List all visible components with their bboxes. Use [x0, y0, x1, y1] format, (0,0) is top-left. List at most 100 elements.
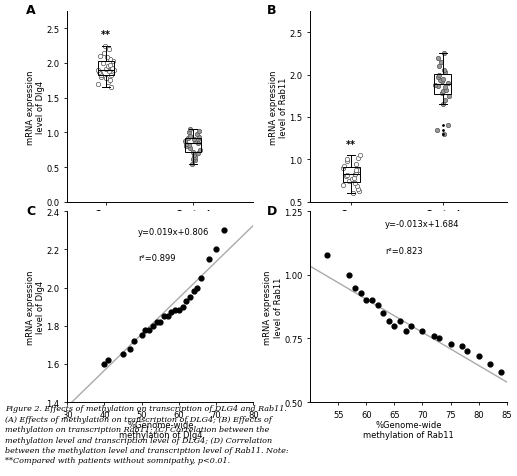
Point [191, 138, 199, 145]
Point [104, 79, 113, 87]
Point [189, 149, 197, 156]
Point [105, 46, 113, 54]
Point [191, 157, 199, 165]
Point [186, 294, 194, 301]
Point [433, 127, 441, 134]
Point [439, 131, 448, 139]
Point [153, 318, 161, 326]
Point [402, 327, 410, 335]
Text: y=-0.013x+1.684: y=-0.013x+1.684 [385, 219, 460, 228]
Point [345, 271, 354, 279]
Point [190, 151, 199, 159]
Point [94, 81, 102, 89]
Point [407, 322, 415, 330]
Point [357, 289, 365, 297]
Point [212, 246, 220, 254]
Point [106, 62, 114, 69]
Point [351, 180, 359, 188]
Point [194, 136, 202, 144]
Point [186, 126, 194, 133]
Point [343, 156, 351, 164]
Point [178, 303, 187, 311]
Point [168, 309, 176, 317]
Point [190, 288, 198, 296]
Point [444, 122, 452, 130]
Point [430, 332, 438, 340]
Point [126, 345, 134, 353]
Point [97, 72, 105, 80]
Point [185, 129, 193, 137]
Point [97, 74, 105, 81]
Point [368, 297, 376, 305]
Point [193, 284, 202, 292]
Point [444, 80, 452, 88]
Point [219, 227, 227, 235]
Point [145, 326, 153, 334]
Text: y=0.019x+0.806: y=0.019x+0.806 [138, 227, 209, 236]
Point [149, 322, 157, 330]
Point [160, 313, 168, 320]
Point [186, 145, 194, 152]
Point [102, 75, 110, 83]
Point [194, 150, 202, 158]
Point [195, 147, 204, 154]
Point [189, 136, 197, 144]
Point [418, 327, 427, 335]
Point [102, 66, 111, 73]
Point [440, 50, 448, 58]
Point [435, 78, 444, 85]
Point [106, 57, 114, 64]
Point [354, 167, 362, 175]
Point [182, 298, 190, 305]
Point [441, 97, 449, 105]
Point [188, 160, 196, 168]
Point [445, 93, 453, 100]
Point [108, 65, 116, 72]
Point [175, 307, 183, 315]
Point [103, 54, 111, 62]
Point [138, 332, 146, 339]
Point [96, 53, 104, 61]
Point [194, 139, 203, 147]
Point [342, 158, 351, 166]
Point [101, 43, 109, 50]
Point [435, 71, 444, 79]
Point [94, 67, 102, 75]
Point [379, 309, 387, 317]
Point [354, 155, 362, 162]
Point [339, 165, 347, 172]
Point [107, 77, 115, 85]
Point [352, 160, 360, 168]
Point [463, 347, 472, 355]
Point [431, 82, 439, 89]
Y-axis label: mRNA expression
level of Rab11: mRNA expression level of Rab11 [269, 70, 288, 144]
Point [354, 186, 362, 193]
Text: **: ** [101, 30, 111, 40]
Point [156, 318, 164, 326]
Point [96, 70, 104, 78]
Point [437, 59, 445, 67]
Point [438, 101, 447, 109]
Text: B: B [267, 4, 277, 17]
Point [373, 302, 382, 309]
Point [349, 190, 357, 198]
Point [439, 67, 448, 75]
Point [141, 326, 149, 334]
Point [446, 340, 454, 347]
Point [186, 133, 194, 140]
Point [442, 84, 450, 92]
Point [205, 256, 213, 263]
Point [191, 153, 200, 161]
Text: **: ** [346, 140, 356, 150]
Point [438, 90, 446, 98]
Point [95, 69, 103, 77]
Point [339, 181, 347, 189]
Point [435, 63, 444, 71]
Point [351, 170, 359, 178]
Point [434, 82, 443, 90]
Point [396, 317, 404, 325]
X-axis label: %Genome-wide
methylation of Dlg4: %Genome-wide methylation of Dlg4 [118, 420, 202, 439]
Point [434, 55, 443, 62]
Point [184, 135, 192, 142]
Point [107, 84, 115, 92]
